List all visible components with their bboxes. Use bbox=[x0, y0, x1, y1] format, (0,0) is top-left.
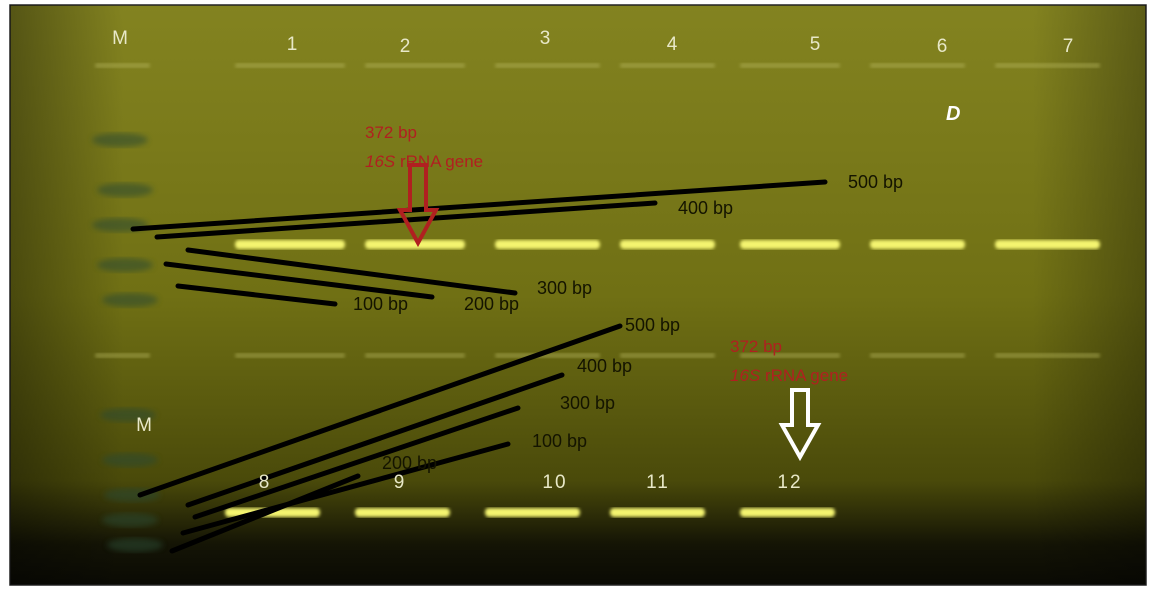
lane-label: 2 bbox=[400, 36, 411, 57]
ladder-label: 100 bp bbox=[353, 294, 408, 314]
well bbox=[235, 63, 345, 68]
page: {"top_panel":{"lanes":["M","1","2","3","… bbox=[0, 0, 1151, 590]
dna-band bbox=[485, 508, 580, 517]
ladder-band bbox=[102, 293, 158, 307]
dna-band bbox=[620, 240, 715, 249]
ladder-label: 200 bp bbox=[382, 453, 437, 473]
ladder-band bbox=[102, 513, 158, 527]
lane-label: 12 bbox=[777, 472, 802, 493]
gene-italic: 16S bbox=[730, 366, 761, 385]
well bbox=[365, 353, 465, 358]
ladder-band bbox=[97, 183, 153, 197]
well bbox=[495, 63, 600, 68]
well bbox=[620, 63, 715, 68]
annotation-size: 372 bp bbox=[365, 123, 417, 142]
gene-italic: 16S bbox=[365, 152, 396, 171]
dna-band bbox=[355, 508, 450, 517]
lane-label: 3 bbox=[540, 28, 551, 49]
ladder-band bbox=[102, 453, 158, 467]
ladder-label: 300 bp bbox=[560, 393, 615, 413]
dna-band bbox=[740, 240, 840, 249]
gel-figure: M1234567M89101112D500 bp400 bp300 bp200 … bbox=[0, 0, 1151, 590]
well bbox=[235, 353, 345, 358]
well bbox=[365, 63, 465, 68]
well bbox=[870, 353, 965, 358]
ladder-band bbox=[97, 258, 153, 272]
lane-label: 10 bbox=[542, 472, 567, 493]
dna-band bbox=[995, 240, 1100, 249]
well bbox=[995, 63, 1100, 68]
panel-label: D bbox=[946, 103, 960, 125]
annotation-gene: 16S rRNA gene bbox=[730, 366, 848, 385]
dna-band bbox=[235, 240, 345, 249]
well bbox=[95, 63, 150, 68]
lane-label: M bbox=[112, 28, 128, 49]
dna-band bbox=[870, 240, 965, 249]
lane-label: 8 bbox=[259, 472, 272, 493]
ladder-label: 500 bp bbox=[848, 172, 903, 192]
dna-band bbox=[610, 508, 705, 517]
well bbox=[995, 353, 1100, 358]
ladder-band bbox=[92, 133, 148, 147]
well bbox=[620, 353, 715, 358]
well bbox=[740, 63, 840, 68]
lane-label: 11 bbox=[646, 472, 670, 493]
ladder-label: 200 bp bbox=[464, 294, 519, 314]
lane-label: 7 bbox=[1063, 36, 1074, 57]
well bbox=[95, 353, 150, 358]
lane-label: 4 bbox=[667, 34, 678, 55]
lane-label: M bbox=[136, 415, 154, 436]
ladder-label: 400 bp bbox=[678, 198, 733, 218]
well bbox=[870, 63, 965, 68]
annotation-size: 372 bp bbox=[730, 337, 782, 356]
ladder-band bbox=[107, 538, 163, 552]
ladder-label: 500 bp bbox=[625, 315, 680, 335]
lane-label: 9 bbox=[394, 472, 407, 493]
gene-rest: rRNA gene bbox=[760, 366, 848, 385]
dna-band bbox=[495, 240, 600, 249]
lane-label: 6 bbox=[937, 36, 948, 57]
ladder-label: 100 bp bbox=[532, 431, 587, 451]
lane-label: 5 bbox=[810, 34, 821, 55]
lane-label: 1 bbox=[287, 34, 298, 55]
ladder-label: 400 bp bbox=[577, 356, 632, 376]
dna-band bbox=[740, 508, 835, 517]
ladder-label: 300 bp bbox=[537, 278, 592, 298]
